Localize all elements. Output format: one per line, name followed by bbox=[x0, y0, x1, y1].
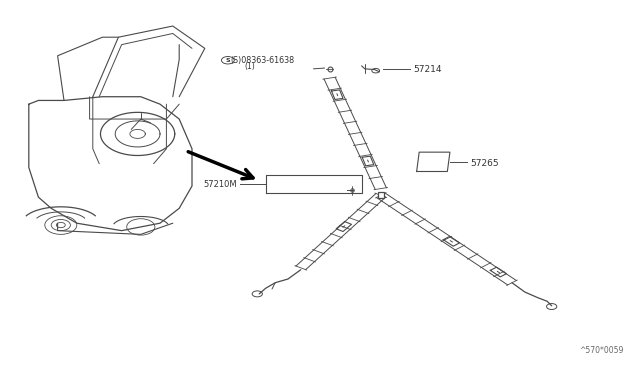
Text: 57214: 57214 bbox=[413, 65, 442, 74]
Text: ^570*0059: ^570*0059 bbox=[580, 346, 624, 355]
Text: 57265: 57265 bbox=[470, 159, 499, 168]
Text: (S)08363-61638: (S)08363-61638 bbox=[230, 56, 294, 65]
Text: S: S bbox=[225, 58, 230, 63]
Text: (1): (1) bbox=[244, 62, 255, 71]
Text: 57210M: 57210M bbox=[203, 180, 237, 189]
